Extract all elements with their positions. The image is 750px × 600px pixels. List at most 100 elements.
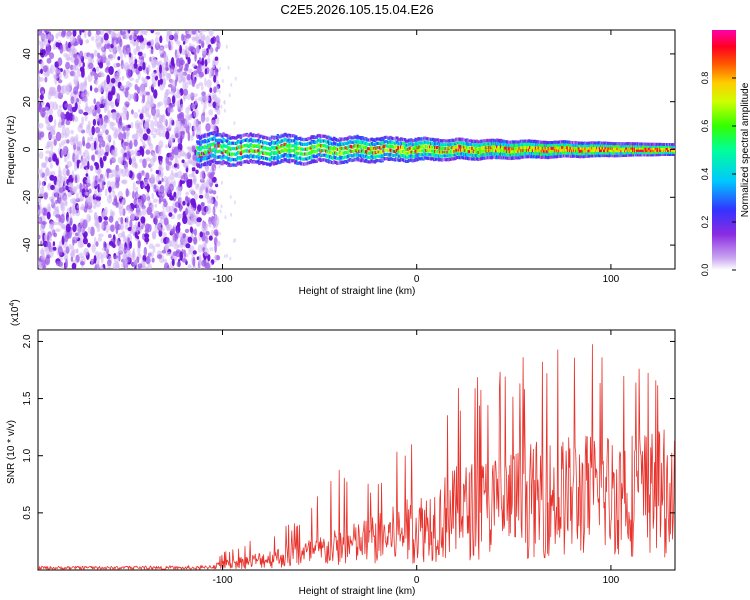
spectrogram-noise-cell bbox=[82, 136, 85, 147]
spectrogram-noise-cell bbox=[38, 122, 44, 129]
spectrogram-noise-cell bbox=[98, 62, 104, 69]
spectrogram-noise-cell bbox=[215, 201, 218, 209]
spectrogram-noise-cell bbox=[119, 112, 124, 117]
spectrogram-noise-cell bbox=[118, 132, 124, 141]
spectrogram-noise-cell bbox=[69, 36, 76, 44]
spectrogram-noise-cell bbox=[193, 236, 198, 245]
spectrogram-noise-cell bbox=[192, 130, 195, 137]
spectrogram-noise-cell bbox=[105, 91, 109, 100]
spectrogram-noise-cell bbox=[209, 247, 212, 252]
spectrogram-noise-cell bbox=[156, 254, 162, 259]
spectrogram-noise-cell bbox=[179, 179, 183, 187]
spectrogram-noise-cell bbox=[97, 236, 102, 242]
spectrogram-noise-cell bbox=[190, 134, 194, 141]
spectrogram-noise-cell bbox=[169, 195, 175, 201]
spectrogram-noise-cell bbox=[109, 54, 114, 61]
spectrogram-noise-cell bbox=[135, 39, 140, 46]
spectrogram-noise-cell bbox=[103, 32, 109, 41]
spectrogram-noise-cell bbox=[97, 192, 102, 198]
spectrogram-noise-cell bbox=[173, 191, 177, 198]
spectrogram-noise-cell bbox=[100, 95, 106, 106]
spectrogram-noise-cell bbox=[44, 76, 48, 83]
spectrogram-noise-cell bbox=[182, 76, 187, 83]
spectrogram-noise-cell bbox=[198, 82, 204, 87]
spectrogram-noise-cell bbox=[101, 176, 106, 182]
spectrogram-noise-cell bbox=[126, 44, 130, 49]
spectrogram-noise-cell bbox=[202, 94, 209, 102]
spectrogram-noise-cell bbox=[165, 144, 169, 149]
spectrogram-noise-cell bbox=[146, 41, 152, 46]
spectrogram-noise-cell bbox=[189, 188, 195, 194]
spectrogram-noise-cell bbox=[89, 105, 96, 114]
spectrogram-noise-cell bbox=[156, 191, 159, 196]
spectrogram-noise-cell bbox=[184, 207, 189, 216]
spectrogram-noise-cell bbox=[95, 66, 100, 73]
spectrogram-noise-cell bbox=[201, 57, 205, 67]
spectrogram-noise-cell bbox=[166, 264, 170, 269]
spectrogram-noise-cell bbox=[166, 176, 171, 184]
spectrogram-noise-cell bbox=[137, 263, 143, 269]
spectrogram-noise-cell bbox=[104, 40, 110, 45]
spectrogram-noise-cell bbox=[214, 67, 219, 77]
spectrogram-noise-cell bbox=[142, 133, 148, 141]
spectrogram-noise-cell bbox=[193, 70, 198, 75]
spectrogram-noise-cell bbox=[180, 103, 184, 112]
spectrogram-noise-cell bbox=[176, 170, 183, 179]
spectrogram-noise-cell bbox=[62, 199, 68, 205]
spectrogram-noise-cell bbox=[151, 72, 157, 78]
spectrogram-noise-cell bbox=[152, 198, 158, 204]
spectrogram-noise-cell bbox=[166, 237, 170, 244]
spectrogram-noise-cell bbox=[121, 30, 125, 38]
spectrogram-noise-cell bbox=[109, 159, 113, 166]
spectrogram-noise-cell bbox=[158, 124, 163, 132]
spectrogram-noise-cell bbox=[139, 147, 144, 155]
spectrogram-noise-cell bbox=[41, 181, 45, 189]
spectrogram-noise-cell bbox=[214, 242, 217, 253]
spectrogram-noise-cell bbox=[46, 211, 51, 220]
spectrogram-noise-cell bbox=[97, 52, 101, 59]
spectrogram-noise-cell bbox=[201, 115, 205, 124]
spectrogram-noise-cell bbox=[139, 136, 144, 143]
spectrogram-noise-cell bbox=[54, 191, 59, 198]
spectrogram-noise-cell bbox=[156, 67, 160, 77]
spectrogram-noise-cell bbox=[39, 40, 44, 51]
spectrogram-noise-cell bbox=[105, 129, 109, 136]
spectrogram-noise-cell bbox=[201, 43, 204, 47]
spectrogram-noise-cell bbox=[181, 159, 185, 164]
spectrogram-noise-cell bbox=[169, 117, 173, 125]
spectrogram-noise-cell bbox=[81, 92, 85, 98]
spectrogram-noise-cell bbox=[95, 162, 100, 170]
spectrogram-noise-cell bbox=[63, 156, 68, 163]
spectrogram-noise-cell bbox=[139, 87, 143, 97]
spectrogram-noise-cell bbox=[103, 79, 107, 86]
spectrogram-noise-cell bbox=[117, 191, 124, 199]
spectrogram-noise-cell bbox=[79, 50, 84, 60]
spectrogram-noise-cell bbox=[163, 185, 169, 193]
spectrogram-noise-cell bbox=[159, 184, 165, 194]
spectrogram-noise-cell bbox=[178, 79, 182, 84]
spectrogram-noise-cell bbox=[151, 38, 154, 48]
spectrogram-noise-cell bbox=[180, 75, 184, 82]
spectrogram-noise-cell bbox=[210, 37, 215, 45]
spectrogram-noise-cell bbox=[105, 57, 111, 67]
spectrogram-noise-cell bbox=[134, 162, 138, 169]
spectrogram-noise-cell bbox=[129, 150, 135, 156]
spectrogram-noise-cell bbox=[216, 108, 221, 116]
spectrogram-noise-cell bbox=[197, 265, 202, 269]
spectrogram-noise-cell bbox=[154, 60, 159, 65]
spectrogram-noise-cell bbox=[122, 105, 128, 115]
spectrogram-noise-cell bbox=[57, 79, 63, 84]
spectrogram-noise-cell bbox=[217, 102, 220, 107]
spectrogram-noise-cell bbox=[187, 131, 191, 142]
spectrogram-noise-cell bbox=[169, 91, 175, 95]
spectrogram-noise-cell bbox=[107, 119, 111, 124]
spectrogram-noise-cell bbox=[141, 37, 144, 42]
spectrogram-noise-cell bbox=[120, 148, 126, 154]
spectrogram-noise-cell bbox=[137, 51, 143, 57]
spectrogram-noise-cell bbox=[50, 184, 55, 191]
spectrogram-noise-cell bbox=[97, 30, 102, 35]
spectrogram-noise-cell bbox=[145, 157, 151, 162]
spectrogram-noise-cell bbox=[39, 168, 43, 177]
spectrogram-noise-cell bbox=[189, 46, 195, 53]
spectrogram-noise-cell bbox=[220, 104, 223, 109]
